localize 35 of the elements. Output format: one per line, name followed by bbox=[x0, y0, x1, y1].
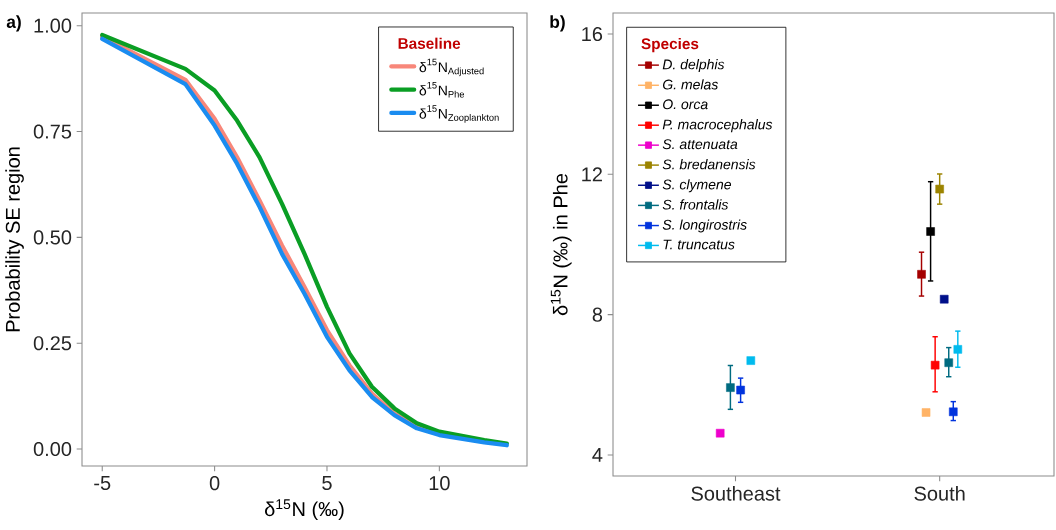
legend-title: Baseline bbox=[398, 37, 461, 49]
legend-label: S. clymene bbox=[662, 179, 731, 193]
y-tick-label: 0.50 bbox=[33, 230, 72, 245]
legend-label: $\mbox{δ}^{\mbox{\scriptsize 15}}\mbox{N}_{\mbox{\scriptsize Phe}}$ bbox=[419, 82, 465, 98]
y-axis-title: δ$^{15}$N (‰) in Phe bbox=[550, 173, 572, 316]
legend-label: P. macrocephalus bbox=[662, 119, 773, 133]
y-tick-label: 4 bbox=[592, 448, 603, 462]
y-axis-title: Probability SE region bbox=[5, 147, 24, 332]
legend-title: Species bbox=[641, 37, 699, 53]
text: b) bbox=[550, 15, 565, 32]
y-tick-label: 1.00 bbox=[34, 18, 72, 33]
legend-label: S. attenuata bbox=[662, 139, 738, 150]
x-tick-label: 0 bbox=[209, 476, 220, 491]
y-tick-label: 16 bbox=[582, 26, 603, 42]
legend-label: T. truncatus bbox=[663, 239, 735, 250]
text: a) bbox=[6, 15, 21, 32]
legend-label: G. melas bbox=[662, 79, 719, 90]
legend-label: O. orca bbox=[663, 99, 708, 110]
x-tick-label: -5 bbox=[94, 476, 111, 490]
legend-label: D. delphis bbox=[662, 59, 725, 73]
y-tick-label: 0.00 bbox=[33, 441, 72, 457]
legend-label: $\mbox{δ}^{\mbox{\scriptsize 15}}\mbox{N}_{\mbox{\scriptsize Adjusted}}$ bbox=[419, 58, 484, 77]
legend-label: S. longirostris bbox=[662, 219, 747, 233]
y-tick-label: 8 bbox=[592, 307, 603, 322]
legend-label: $\mbox{δ}^{\mbox{\scriptsize 15}}\mbox{N}_{\mbox{\scriptsize Zooplankton}}$ bbox=[419, 105, 499, 123]
y-tick-label: 0.75 bbox=[33, 124, 72, 139]
legend-label: S. bredanensis bbox=[662, 159, 756, 170]
y-tick-label: 0.25 bbox=[33, 336, 72, 351]
x-axis-title: δ$^{15}$N (‰) bbox=[265, 499, 344, 521]
legend-label: S. frontalis bbox=[662, 199, 729, 210]
x-tick-label: 5 bbox=[322, 476, 332, 490]
y-tick-label: 12 bbox=[582, 167, 602, 182]
x-tick-label: South bbox=[914, 486, 965, 501]
x-tick-label: Southeast bbox=[691, 486, 781, 501]
x-tick-label: 10 bbox=[429, 476, 450, 491]
